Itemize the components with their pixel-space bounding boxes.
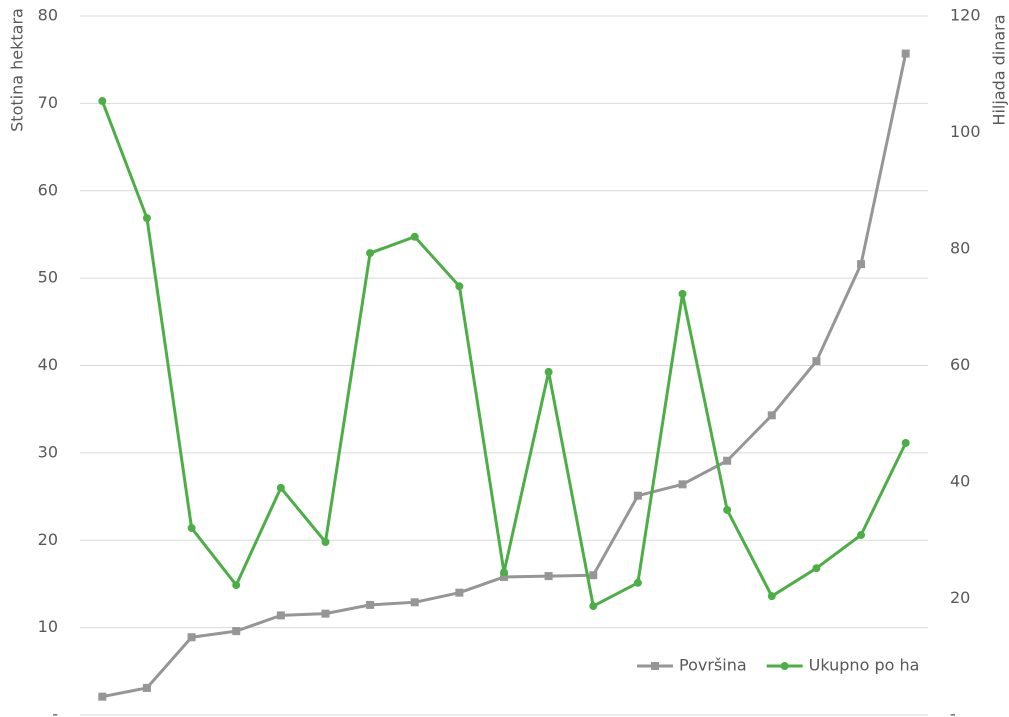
point [857,531,866,540]
point [500,572,508,581]
y2-tick-label: 100 [950,122,981,141]
point [366,600,375,609]
point [276,483,285,492]
point [142,214,151,223]
point [232,627,241,636]
series-line [102,53,908,699]
legend-label: Površina [679,656,747,675]
point [410,232,419,241]
point [544,572,553,581]
point [633,491,642,500]
y2-tick-label: 60 [950,355,970,374]
legend-marker [651,662,659,670]
point [544,367,553,376]
point [812,357,821,366]
point [98,97,107,106]
legend-marker [780,662,789,670]
point [187,633,196,642]
point [187,524,196,533]
point [142,683,151,692]
y-tick-label: 10 [38,617,58,636]
point [276,611,285,620]
y2-tick-label: 120 [950,6,981,25]
point [410,598,419,607]
point [589,571,598,580]
point [767,411,776,420]
point [321,537,330,546]
y-tick-label: 20 [38,530,58,549]
point [767,592,776,601]
point [723,505,732,514]
point [678,480,687,489]
y-tick-label: 80 [38,6,58,25]
point [812,564,821,573]
y2-tick-label: 80 [950,239,970,258]
y-axis-label: Stotina hektara [8,8,27,132]
point [901,49,910,58]
point [723,456,732,465]
point [500,568,508,577]
point [857,260,866,269]
point [321,609,330,618]
y2-tick-label: - [950,705,956,717]
y2-axis-label: Hiljada dinara [990,14,1009,125]
series-line [100,100,908,608]
y-tick-label: 30 [38,442,58,461]
point [901,438,910,447]
legend-label: Ukupno po ha [809,656,920,675]
point [455,588,464,597]
point [455,282,464,291]
point [366,249,375,258]
y-tick-label: - [52,705,58,717]
y-tick-label: 40 [38,355,58,374]
y-tick-label: 50 [38,268,58,287]
y-tick-label: 60 [38,180,58,199]
point [98,692,107,701]
y-tick-label: 70 [38,93,58,112]
point [633,578,642,587]
point [232,581,241,590]
point [589,602,598,611]
y2-tick-label: 40 [950,472,970,491]
y2-tick-label: 20 [950,588,970,607]
point [678,289,687,298]
